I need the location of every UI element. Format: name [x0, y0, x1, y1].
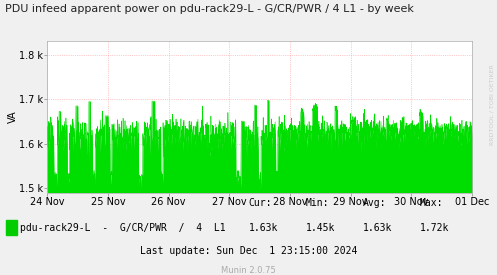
Text: PDU infeed apparent power on pdu-rack29-L - G/CR/PWR / 4 L1 - by week: PDU infeed apparent power on pdu-rack29-… — [5, 4, 414, 14]
Text: 1.63k: 1.63k — [363, 223, 392, 233]
Text: pdu-rack29-L  -  G/CR/PWR  /  4  L1: pdu-rack29-L - G/CR/PWR / 4 L1 — [20, 223, 226, 233]
Text: RRDTOOL / TOBI OETIKER: RRDTOOL / TOBI OETIKER — [490, 64, 495, 145]
Text: Min:: Min: — [306, 198, 329, 208]
Text: Cur:: Cur: — [248, 198, 272, 208]
Text: 1.63k: 1.63k — [248, 223, 278, 233]
Text: 1.45k: 1.45k — [306, 223, 335, 233]
Text: Avg:: Avg: — [363, 198, 386, 208]
Text: Max:: Max: — [420, 198, 443, 208]
Text: Last update: Sun Dec  1 23:15:00 2024: Last update: Sun Dec 1 23:15:00 2024 — [140, 246, 357, 256]
Y-axis label: VA: VA — [7, 111, 17, 123]
Text: Munin 2.0.75: Munin 2.0.75 — [221, 266, 276, 275]
Text: 1.72k: 1.72k — [420, 223, 449, 233]
